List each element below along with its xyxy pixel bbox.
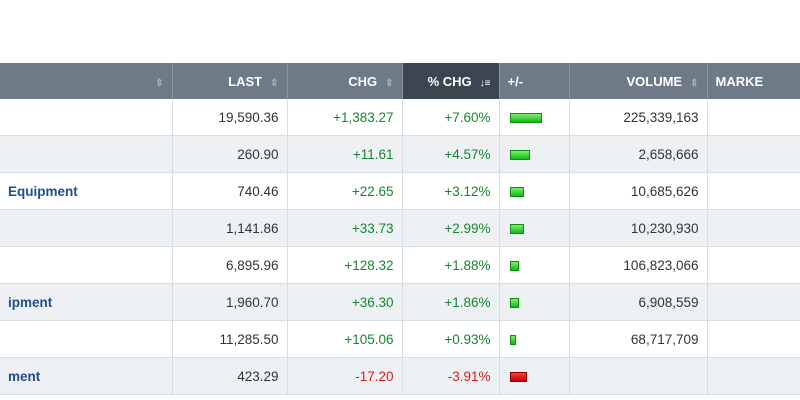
market-cap-value [707, 99, 800, 136]
table-row[interactable]: 11,285.50 +105.06 +0.93% 68,717,709 [0, 320, 800, 358]
change-bar [509, 297, 519, 308]
percent-change-value: +2.99% [402, 209, 500, 247]
sort-descending-icon: ↓≡ [479, 77, 491, 89]
change-bar [509, 223, 524, 234]
change-bar-cell [499, 320, 570, 358]
sector-name-link[interactable]: ipment [0, 283, 173, 321]
change-value: +33.73 [287, 209, 403, 247]
volume-value: 10,230,930 [569, 209, 708, 247]
percent-change-value: +4.57% [402, 135, 500, 173]
volume-value: 2,658,666 [569, 135, 708, 173]
change-bar-cell [499, 172, 570, 210]
change-bar [509, 371, 527, 382]
header-row: ⇕ LAST ⇕ CHG ⇕ % CHG ↓≡ +/- VOLUME ⇕ MARKE [0, 63, 800, 99]
table-row[interactable]: 1,141.86 +33.73 +2.99% 10,230,930 [0, 209, 800, 247]
sector-name-link[interactable] [0, 99, 173, 136]
change-bar [509, 260, 519, 271]
sector-name-link[interactable] [0, 209, 173, 247]
market-cap-value [707, 246, 800, 284]
market-column-header[interactable]: MARKE [707, 63, 800, 99]
last-value: 19,590.36 [172, 99, 288, 136]
sort-icon: ⇕ [155, 77, 164, 89]
name-column-header[interactable]: ⇕ [0, 63, 173, 99]
change-bar-cell [499, 246, 570, 284]
percent-change-value: +7.60% [402, 99, 500, 136]
percent-change-value: -3.91% [402, 357, 500, 395]
table-row[interactable]: ipment 1,960.70 +36.30 +1.86% 6,908,559 [0, 283, 800, 321]
percent-change-value: +0.93% [402, 320, 500, 358]
sort-icon: ⇕ [690, 77, 699, 89]
table-body: 19,590.36 +1,383.27 +7.60% 225,339,163 260.9… [0, 99, 800, 395]
table-row[interactable]: Equipment 740.46 +22.65 +3.12% 10,685,626 [0, 172, 800, 210]
last-value: 260.90 [172, 135, 288, 173]
market-cap-value [707, 209, 800, 247]
change-value: -17.20 [287, 357, 403, 395]
last-value: 1,141.86 [172, 209, 288, 247]
market-cap-value [707, 172, 800, 210]
sort-icon: ⇕ [385, 77, 394, 89]
change-bar-cell [499, 283, 570, 321]
table-row[interactable]: 260.90 +11.61 +4.57% 2,658,666 [0, 135, 800, 173]
change-value: +1,383.27 [287, 99, 403, 136]
sector-name-link[interactable]: ment [0, 357, 173, 395]
data-table: ⇕ LAST ⇕ CHG ⇕ % CHG ↓≡ +/- VOLUME ⇕ MARKE 1… [0, 63, 800, 395]
volume-value: 10,685,626 [569, 172, 708, 210]
change-bar-cell [499, 209, 570, 247]
volume-column-header[interactable]: VOLUME ⇕ [569, 63, 708, 99]
chg-column-header[interactable]: CHG ⇕ [287, 63, 403, 99]
volume-value: 225,339,163 [569, 99, 708, 136]
last-value: 740.46 [172, 172, 288, 210]
volume-value: 68,717,709 [569, 320, 708, 358]
change-bar-cell [499, 99, 570, 136]
change-bar [509, 112, 542, 123]
last-value: 1,960.70 [172, 283, 288, 321]
pct-chg-column-header[interactable]: % CHG ↓≡ [402, 63, 500, 99]
sort-icon: ⇕ [270, 77, 279, 89]
change-value: +105.06 [287, 320, 403, 358]
sector-name-link[interactable] [0, 246, 173, 284]
volume-value: 6,908,559 [569, 283, 708, 321]
percent-change-value: +3.12% [402, 172, 500, 210]
sector-performance-table: ⇕ LAST ⇕ CHG ⇕ % CHG ↓≡ +/- VOLUME ⇕ MARKE 1… [0, 63, 800, 395]
table-row[interactable]: 19,590.36 +1,383.27 +7.60% 225,339,163 [0, 99, 800, 136]
market-cap-value [707, 135, 800, 173]
sector-name-link[interactable]: Equipment [0, 172, 173, 210]
sector-name-link[interactable] [0, 320, 173, 358]
last-value: 6,895.96 [172, 246, 288, 284]
volume-value: 106,823,066 [569, 246, 708, 284]
change-bar-cell [499, 357, 570, 395]
change-value: +22.65 [287, 172, 403, 210]
change-value: +36.30 [287, 283, 403, 321]
change-bar [509, 334, 516, 345]
plus-minus-column-header: +/- [499, 63, 570, 99]
last-value: 423.29 [172, 357, 288, 395]
market-cap-value [707, 320, 800, 358]
percent-change-value: +1.86% [402, 283, 500, 321]
last-value: 11,285.50 [172, 320, 288, 358]
change-bar [509, 186, 524, 197]
sector-name-link[interactable] [0, 135, 173, 173]
table-row[interactable]: ment 423.29 -17.20 -3.91% [0, 357, 800, 395]
last-column-header[interactable]: LAST ⇕ [172, 63, 288, 99]
market-cap-value [707, 283, 800, 321]
market-cap-value [707, 357, 800, 395]
volume-value [569, 357, 708, 395]
change-value: +128.32 [287, 246, 403, 284]
change-value: +11.61 [287, 135, 403, 173]
percent-change-value: +1.88% [402, 246, 500, 284]
change-bar [509, 149, 530, 160]
table-row[interactable]: 6,895.96 +128.32 +1.88% 106,823,066 [0, 246, 800, 284]
change-bar-cell [499, 135, 570, 173]
